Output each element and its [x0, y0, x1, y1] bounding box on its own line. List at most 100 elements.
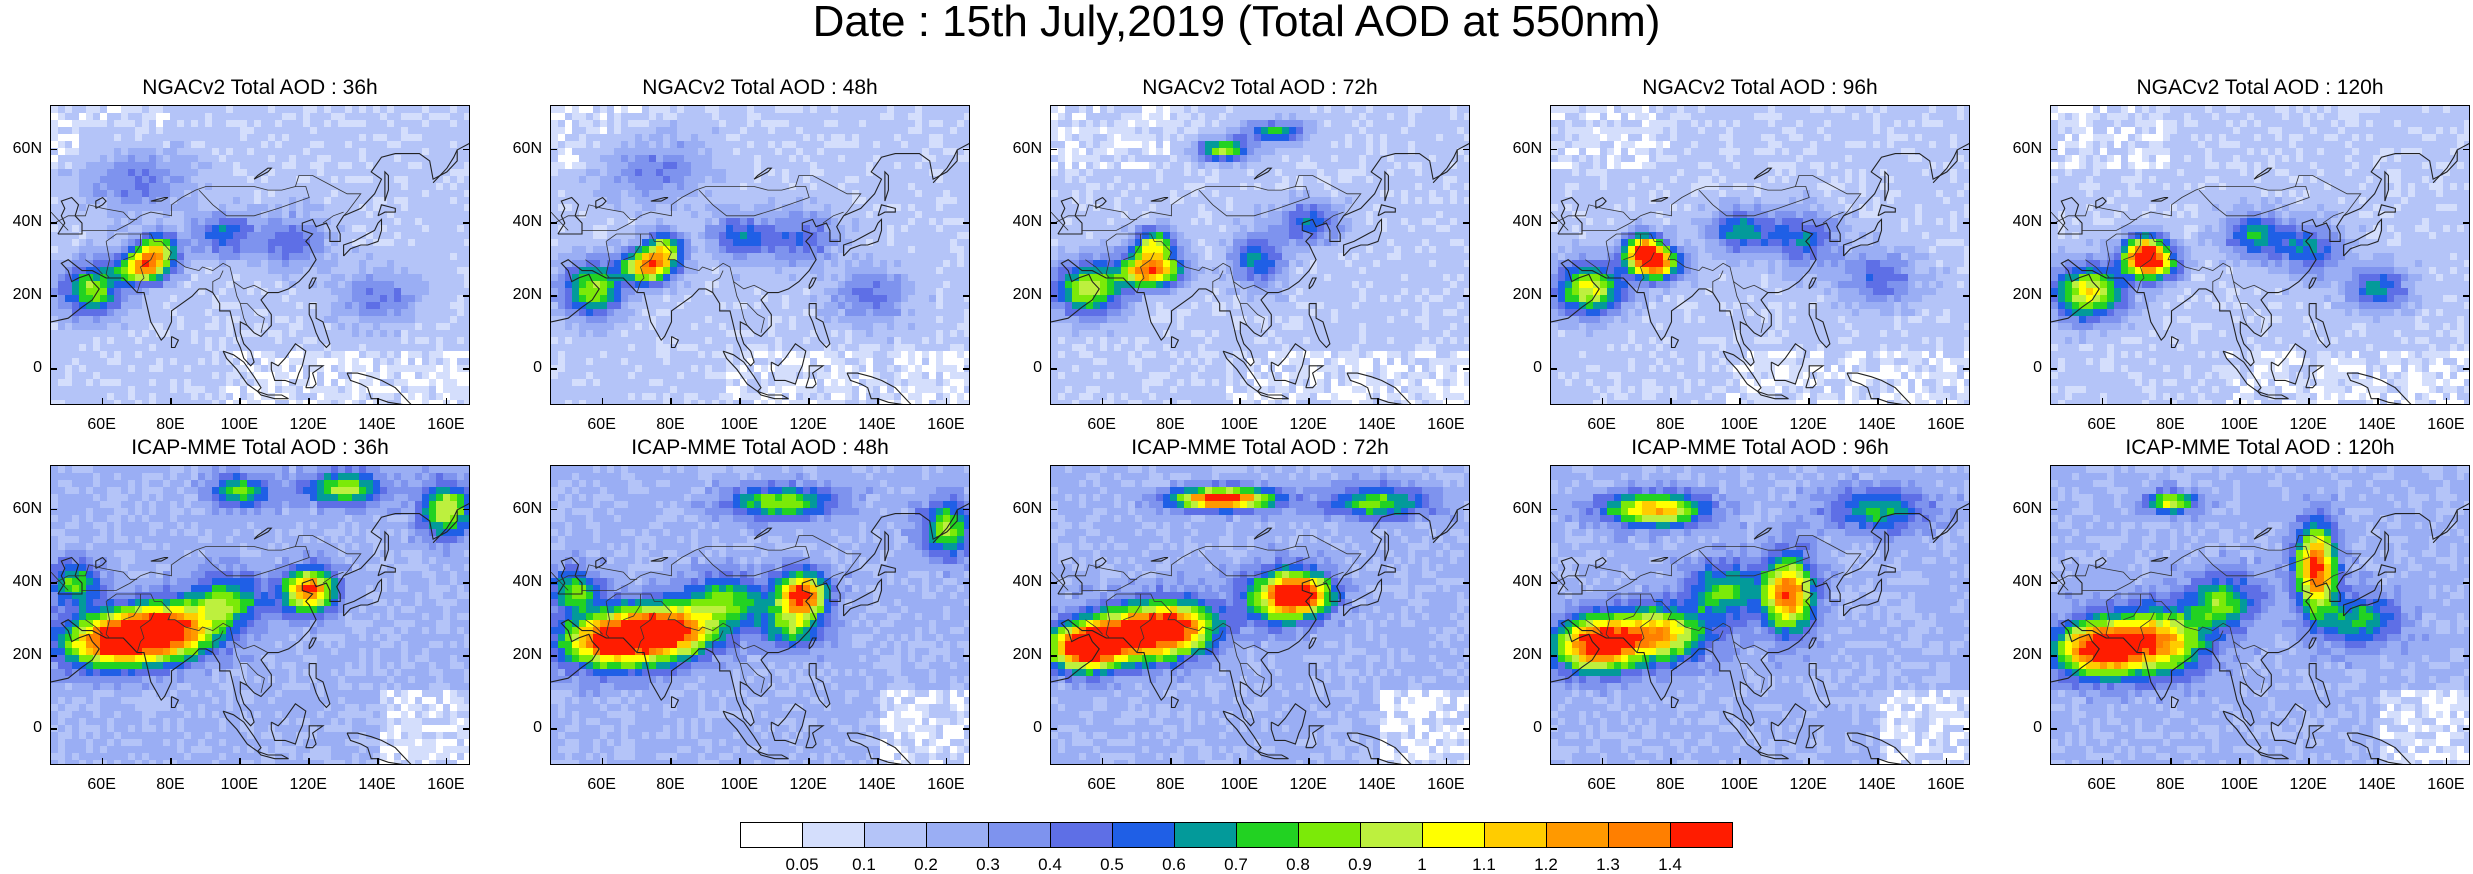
lon-tick-label: 120E — [2283, 777, 2333, 793]
map-panel-ngac-120h: NGACv2 Total AOD : 120h 60N 40N 20N 0 60E 80E… — [2013, 77, 2470, 457]
lat-tick-label: 20N — [1004, 287, 1042, 303]
panel-title: ICAP-MME Total AOD : 96h — [1550, 437, 1970, 459]
lat-tick — [1463, 508, 1470, 511]
lat-tick-label: 0 — [1504, 360, 1542, 376]
lat-tick-label: 0 — [504, 360, 542, 376]
lon-tick — [1377, 758, 1379, 765]
lat-tick-label: 0 — [1004, 360, 1042, 376]
aod-field — [551, 466, 969, 764]
lat-tick-label: 60N — [1004, 500, 1042, 517]
lat-tick — [1463, 728, 1470, 730]
lon-tick — [377, 758, 379, 765]
lat-tick — [50, 222, 57, 224]
lon-tick — [601, 758, 604, 765]
lat-tick — [2463, 655, 2470, 657]
coastlines — [51, 143, 469, 404]
lat-tick — [1963, 148, 1970, 151]
lon-tick-label: 120E — [783, 417, 833, 433]
lon-tick — [808, 398, 810, 405]
lon-tick — [1101, 398, 1104, 405]
lat-tick — [550, 508, 557, 511]
lon-tick-label: 140E — [852, 417, 902, 433]
lat-tick — [50, 728, 57, 730]
lat-tick — [463, 295, 470, 297]
lon-tick-label: 140E — [2352, 417, 2402, 433]
lon-tick — [601, 398, 604, 405]
lon-tick — [1170, 758, 1172, 765]
colorbar-label: 1.2 — [1521, 856, 1571, 874]
lon-tick — [445, 398, 448, 405]
lat-tick — [50, 295, 57, 297]
lat-tick — [1550, 368, 1557, 370]
coastlines — [1551, 503, 1969, 764]
lat-tick — [2463, 148, 2470, 151]
colorbar-label: 1.4 — [1645, 856, 1695, 874]
coastlines — [1051, 503, 1469, 764]
lon-tick-label: 120E — [283, 777, 333, 793]
lon-tick — [1170, 398, 1172, 405]
lon-tick — [2101, 758, 2104, 765]
lon-tick-label: 160E — [1921, 417, 1971, 433]
figure-title: Date : 15th July,2019 (Total AOD at 550n… — [0, 0, 2473, 44]
lon-tick-label: 140E — [1852, 417, 1902, 433]
lat-tick-label: 60N — [504, 140, 542, 157]
aod-field — [51, 106, 469, 404]
lat-tick-label: 20N — [1504, 287, 1542, 303]
lat-tick — [1550, 295, 1557, 297]
lon-tick — [1308, 398, 1310, 405]
lon-tick — [1601, 398, 1604, 405]
lon-tick-label: 80E — [145, 417, 195, 433]
lon-tick-label: 100E — [1714, 777, 1764, 793]
lat-tick — [2050, 728, 2057, 730]
colorbar-label: 0.3 — [963, 856, 1013, 874]
lon-tick-label: 60E — [577, 777, 627, 793]
aod-field — [1051, 106, 1469, 404]
lon-tick-label: 160E — [421, 417, 471, 433]
aod-field — [1051, 466, 1469, 764]
lat-tick — [963, 655, 970, 657]
lon-tick-label: 100E — [214, 417, 264, 433]
lon-tick — [1945, 758, 1948, 765]
lat-tick — [2463, 222, 2470, 224]
lat-tick-label: 60N — [1004, 140, 1042, 157]
lat-tick-label: 20N — [4, 287, 42, 303]
lat-tick — [50, 582, 57, 584]
lat-tick-label: 0 — [2004, 360, 2042, 376]
lat-tick-label: 20N — [4, 647, 42, 663]
lat-tick — [1550, 655, 1557, 657]
lon-tick — [101, 398, 104, 405]
lat-tick — [2050, 148, 2057, 151]
lat-tick — [1963, 222, 1970, 224]
lon-tick — [808, 758, 810, 765]
lat-tick — [963, 148, 970, 151]
panel-title: ICAP-MME Total AOD : 72h — [1050, 437, 1470, 459]
lon-tick-label: 160E — [2421, 777, 2471, 793]
lat-tick — [1963, 582, 1970, 584]
lon-tick — [670, 758, 672, 765]
lon-tick-label: 120E — [1783, 417, 1833, 433]
colorbar-swatch — [988, 822, 1051, 848]
lat-tick — [550, 222, 557, 224]
lon-tick-label: 140E — [1352, 777, 1402, 793]
lat-tick — [50, 148, 57, 151]
lat-tick — [1463, 655, 1470, 657]
colorbar-swatch — [864, 822, 927, 848]
lon-tick-label: 80E — [645, 777, 695, 793]
lat-tick — [1550, 148, 1557, 151]
colorbar-swatch — [802, 822, 865, 848]
lat-tick — [1963, 368, 1970, 370]
colorbar-swatch — [926, 822, 989, 848]
lat-tick — [2463, 368, 2470, 370]
lon-tick-label: 60E — [2077, 777, 2127, 793]
panel-title: ICAP-MME Total AOD : 48h — [550, 437, 970, 459]
lat-tick-label: 40N — [1504, 574, 1542, 590]
lat-tick — [550, 295, 557, 297]
lon-tick — [2170, 758, 2172, 765]
lon-tick — [945, 758, 948, 765]
lon-tick — [1808, 398, 1810, 405]
lat-tick — [1463, 582, 1470, 584]
aod-map — [550, 465, 970, 765]
lon-tick — [2377, 398, 2379, 405]
lat-tick-label: 20N — [1004, 647, 1042, 663]
lon-tick — [2239, 758, 2241, 765]
